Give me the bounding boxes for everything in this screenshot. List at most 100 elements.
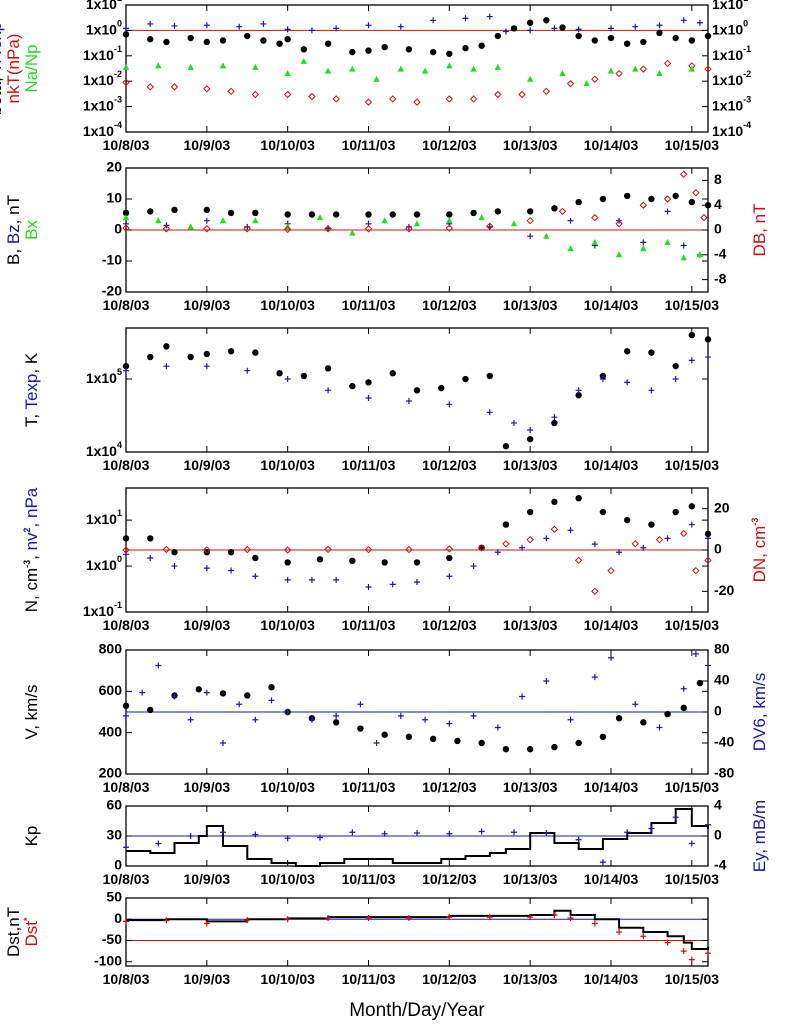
data-point	[688, 357, 695, 364]
x-tick-label: 10/8/03	[103, 871, 150, 887]
data-point	[446, 62, 453, 69]
data-point	[543, 678, 550, 684]
data-point	[700, 213, 708, 222]
data-point	[575, 198, 582, 206]
x-tick-label: 10/15/03	[665, 871, 720, 887]
data-point	[632, 65, 639, 72]
data-point	[607, 566, 615, 575]
data-point	[591, 587, 599, 596]
data-point	[446, 50, 453, 57]
data-point	[187, 63, 194, 70]
data-point	[526, 746, 534, 753]
y-tick-label: 50	[106, 889, 122, 905]
y2-axis-label-line: Ey, mB/m	[750, 800, 769, 872]
data-point	[123, 551, 129, 558]
data-point	[615, 69, 623, 78]
data-point	[284, 376, 291, 383]
data-point	[162, 545, 171, 554]
data-point	[381, 43, 388, 51]
panel-temp	[122, 327, 712, 453]
data-point	[575, 739, 582, 747]
data-point	[162, 225, 171, 233]
data-point	[446, 211, 453, 218]
x-tick-label: 10/12/03	[422, 971, 477, 987]
data-point	[511, 829, 517, 836]
data-point	[470, 563, 477, 570]
y2-tick-label: -80	[714, 765, 734, 781]
x-tick-label: 10/10/03	[260, 971, 315, 987]
data-point	[155, 217, 162, 224]
data-point	[236, 23, 243, 30]
y-tick-label: -10	[102, 252, 122, 268]
data-point	[688, 37, 696, 44]
data-point	[122, 224, 130, 232]
data-point	[527, 233, 534, 240]
data-point	[705, 950, 711, 957]
series-db	[122, 170, 708, 234]
y2-axis-label: DN, cm-3	[750, 518, 769, 583]
y-axis-label: Dst,nT Dst*	[4, 907, 41, 957]
data-point	[244, 692, 251, 699]
y2-tick-label: 80	[714, 641, 730, 657]
y-tick-label: 0	[114, 857, 122, 873]
y-axis-label-line: nkT(nPa)	[4, 34, 23, 104]
data-point	[478, 42, 485, 49]
data-point	[470, 712, 477, 719]
data-point	[260, 20, 267, 27]
data-point	[567, 217, 574, 224]
data-point	[575, 494, 582, 502]
y2-tick-label: -4	[714, 857, 727, 873]
data-point	[308, 92, 316, 101]
data-point	[187, 34, 194, 42]
data-point	[284, 211, 291, 218]
data-point	[648, 825, 655, 832]
data-point	[389, 211, 396, 218]
data-point	[454, 737, 461, 745]
data-point	[591, 674, 598, 681]
data-point	[680, 704, 687, 712]
data-point	[324, 545, 332, 554]
y-axis-label: Kp	[22, 826, 41, 847]
data-point	[405, 46, 413, 53]
x-tick-label: 10/12/03	[422, 779, 477, 795]
data-point	[502, 521, 510, 528]
y-axis-label-line: B, Bz, nT	[4, 195, 23, 265]
series-b	[122, 192, 712, 218]
data-point	[414, 830, 420, 836]
data-point	[276, 370, 283, 377]
data-point	[413, 559, 421, 566]
x-tick-label: 10/10/03	[260, 297, 315, 313]
y-axis-label-line: Bx	[22, 220, 41, 240]
y2-tick-label: 20	[714, 499, 730, 515]
y-axis-label-line: Dst,nT	[4, 907, 23, 957]
data-point	[688, 65, 696, 72]
data-point	[640, 245, 647, 252]
series-bz	[123, 208, 703, 258]
data-point	[615, 220, 623, 228]
data-point	[623, 516, 631, 524]
y-tick-label: 60	[106, 797, 122, 813]
y2-tick-label: -4	[714, 246, 727, 262]
data-point	[631, 540, 639, 548]
data-point	[413, 220, 421, 227]
data-point	[187, 716, 194, 723]
data-point	[244, 32, 251, 40]
data-point	[123, 844, 129, 851]
data-point	[283, 90, 292, 99]
data-point	[389, 581, 396, 588]
x-tick-label: 10/10/03	[260, 871, 315, 887]
panel-frame	[125, 897, 709, 967]
x-tick-label: 10/9/03	[183, 971, 230, 987]
data-point	[567, 245, 574, 252]
data-point	[477, 544, 486, 552]
y-tick-label-right: 1x10-2	[712, 70, 751, 88]
data-point	[680, 948, 687, 955]
data-point	[692, 650, 699, 657]
y-axis-label-line: N, cm-3, nv2, nPa	[22, 487, 41, 612]
data-point	[478, 828, 485, 835]
data-point	[478, 214, 485, 221]
y2-tick-label: 4	[714, 196, 722, 212]
panel-frame	[125, 327, 709, 453]
y2-tick-label: 40	[714, 672, 730, 688]
